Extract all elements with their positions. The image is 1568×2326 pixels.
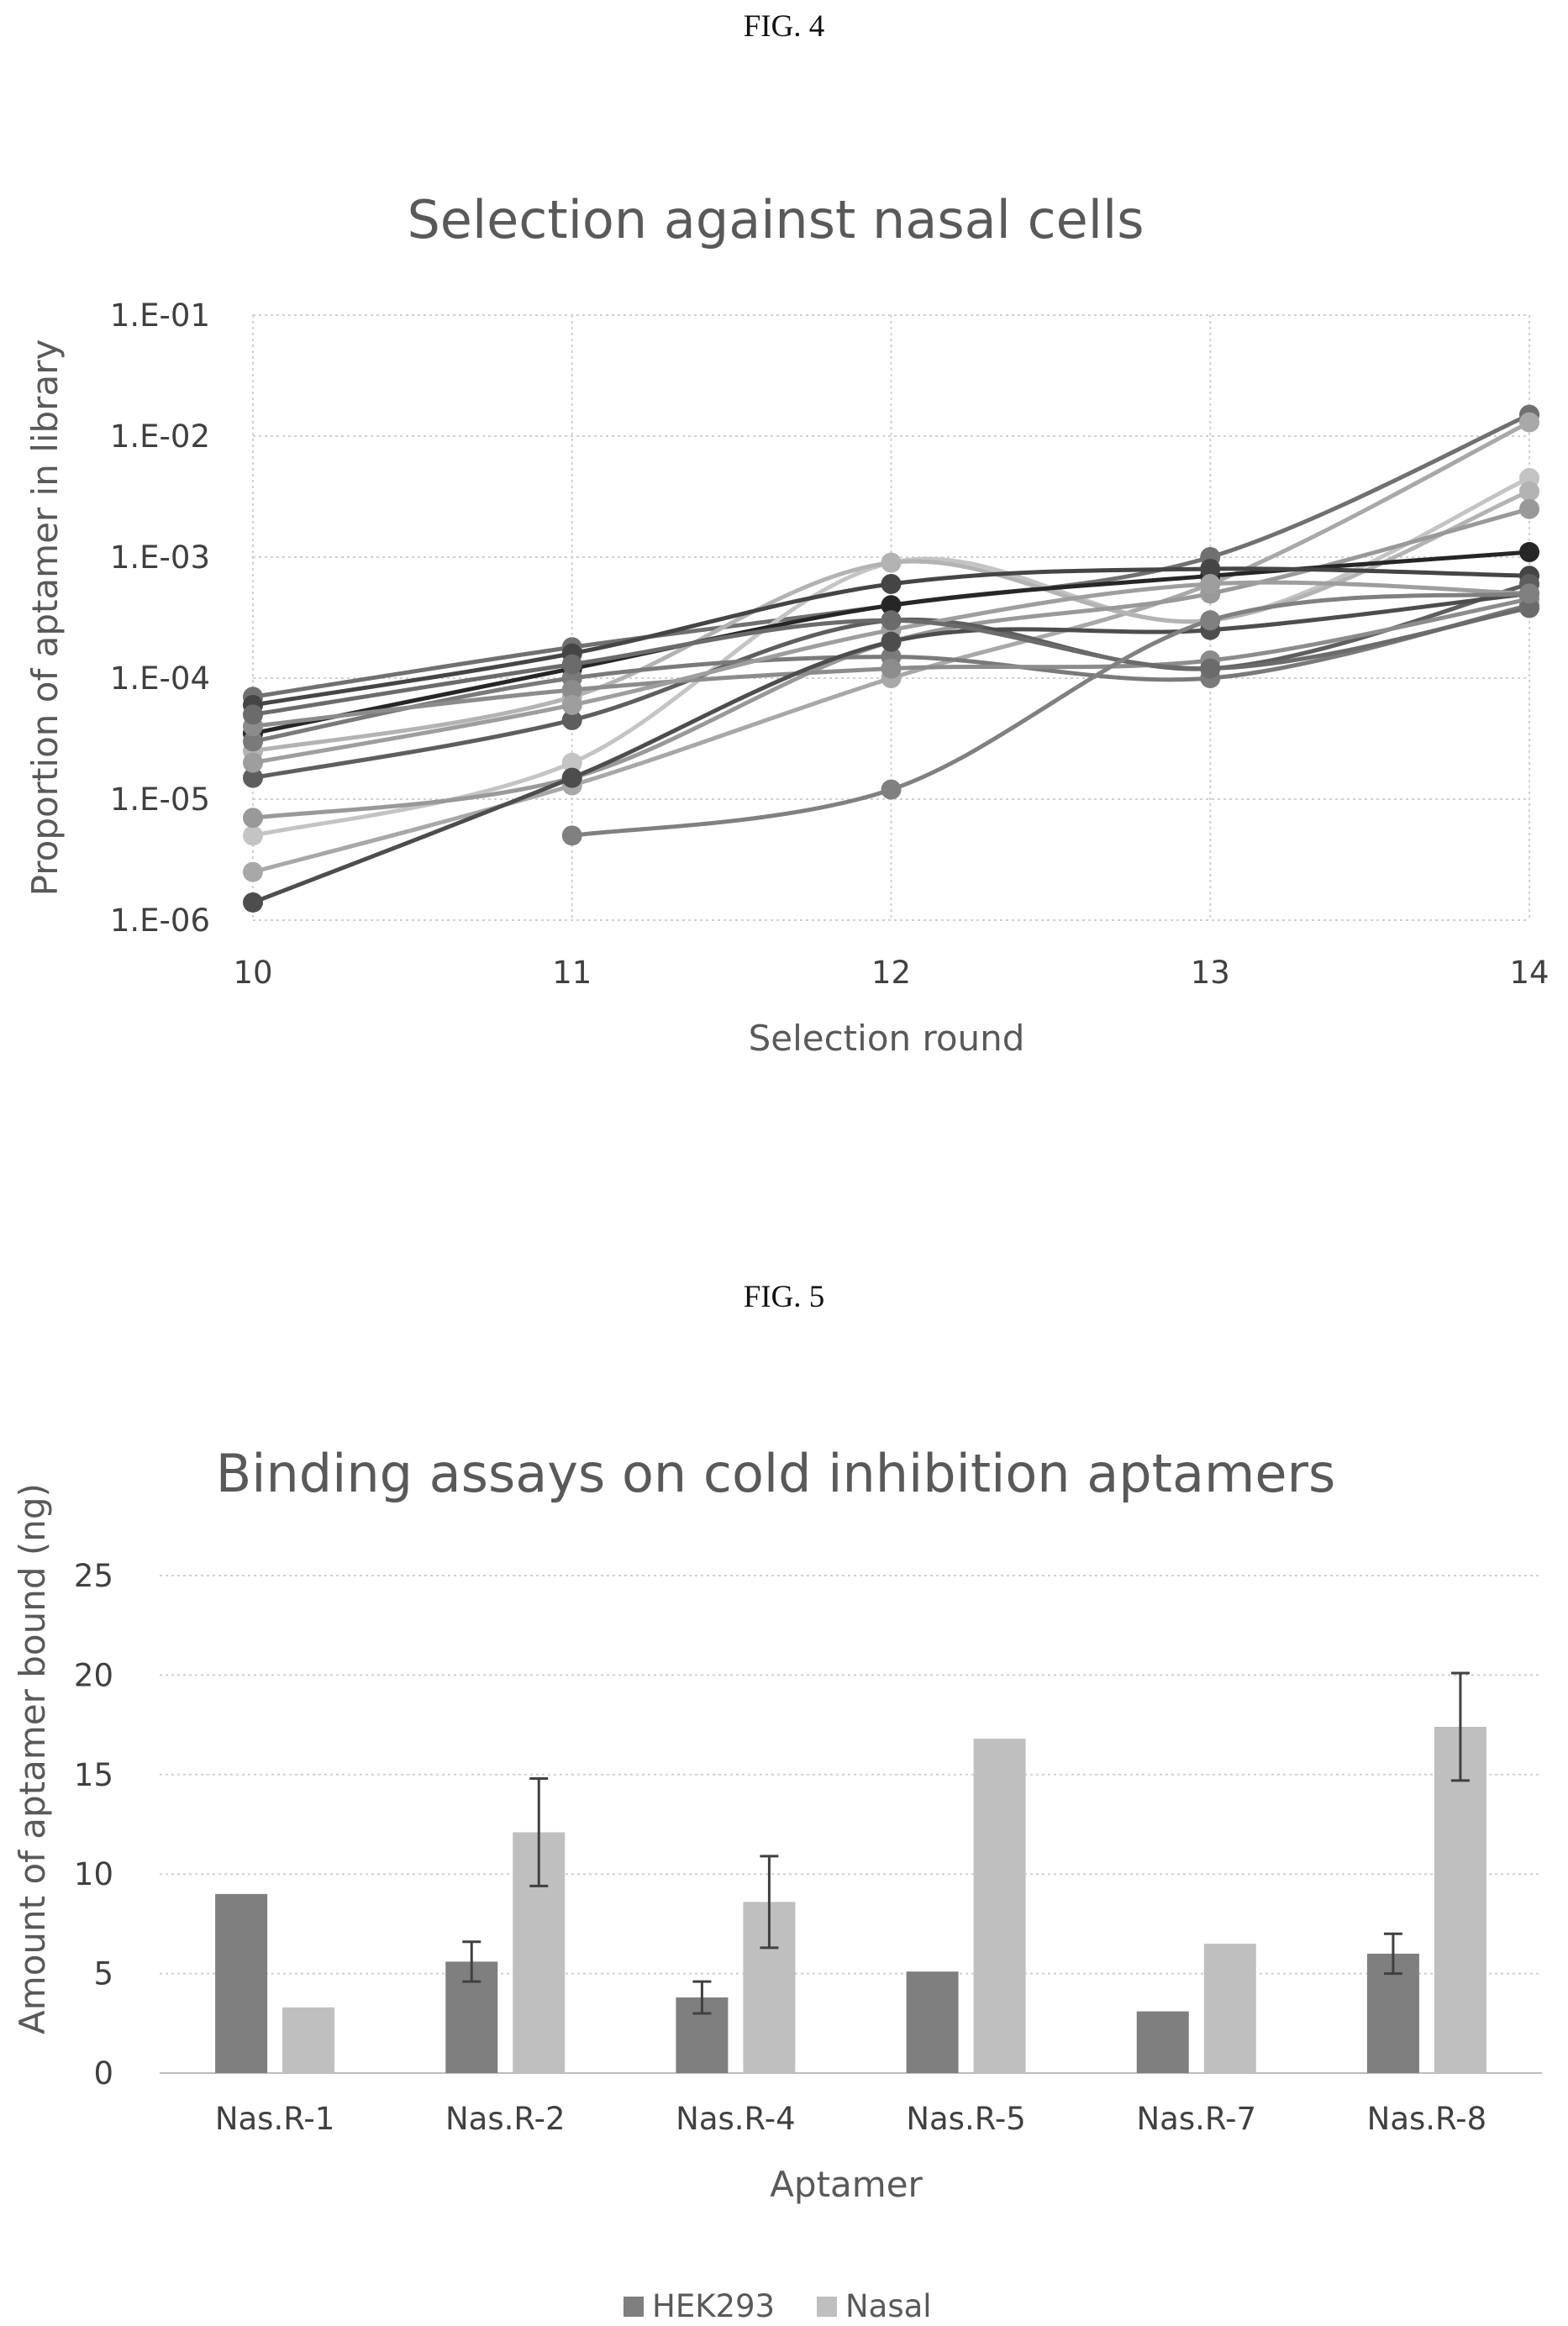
y-tick-label: 25 xyxy=(74,1558,113,1594)
data-point xyxy=(243,892,263,913)
data-point xyxy=(1200,610,1221,631)
x-axis-label: Aptamer xyxy=(770,2164,923,2205)
data-point xyxy=(1519,583,1539,604)
x-tick-label: Nas.R-8 xyxy=(1367,2101,1487,2137)
x-tick-label: 14 xyxy=(1509,955,1549,991)
legend-label: Nasal xyxy=(845,2288,932,2324)
x-tick-labels: Nas.R-1 Nas.R-2 Nas.R-4 Nas.R-5 Nas.R-7 Nas.R… xyxy=(215,2101,1486,2137)
bar-nasal xyxy=(282,2007,335,2073)
legend-item-nasal: Nasal xyxy=(817,2288,932,2324)
x-tick-labels: 10 11 12 13 14 xyxy=(233,955,1549,991)
x-tick-label: 11 xyxy=(552,955,592,991)
data-point xyxy=(561,679,582,700)
y-tick-label: 1.E-05 xyxy=(110,781,210,818)
y-tick-label: 5 xyxy=(93,1956,113,1992)
data-point xyxy=(881,658,902,679)
data-point xyxy=(561,767,582,788)
series-line xyxy=(571,591,1530,838)
error-bar xyxy=(1383,1932,1402,1976)
x-tick-label: Nas.R-2 xyxy=(445,2101,566,2137)
y-tick-label: 10 xyxy=(74,1856,113,1892)
series-13 xyxy=(243,597,1539,725)
data-point xyxy=(243,767,263,788)
legend-label: HEK293 xyxy=(652,2288,775,2324)
data-point xyxy=(243,704,263,725)
x-axis-label: Selection round xyxy=(749,1018,1025,1059)
error-bar xyxy=(529,1777,549,1887)
data-point xyxy=(561,694,582,715)
data-point xyxy=(881,595,902,616)
y-tick-label: 1.E-01 xyxy=(110,297,210,334)
fig4-label: FIG. 4 xyxy=(743,9,825,44)
data-point xyxy=(243,731,263,752)
data-point xyxy=(243,861,263,882)
data-point xyxy=(1519,481,1539,502)
y-tick-label: 1.E-03 xyxy=(110,539,210,576)
legend-swatch xyxy=(817,2297,837,2317)
data-point xyxy=(881,610,902,631)
x-tick-label: Nas.R-5 xyxy=(906,2101,1026,2137)
data-point xyxy=(1519,412,1539,433)
y-tick-labels: 0 5 10 15 20 25 xyxy=(74,1558,113,2092)
x-tick-label: Nas.R-7 xyxy=(1137,2101,1257,2137)
data-point xyxy=(881,573,902,594)
data-point xyxy=(243,752,263,773)
data-point xyxy=(1200,573,1221,594)
chart-title: Selection against nasal cells xyxy=(407,189,1144,250)
y-tick-label: 1.E-04 xyxy=(110,660,210,697)
data-point xyxy=(1200,658,1221,679)
line-chart: Selection against nasal cells 1.E-061.E-… xyxy=(24,189,1550,1059)
bar-nasal xyxy=(973,1739,1026,2073)
data-point xyxy=(1200,558,1221,579)
data-point xyxy=(561,825,582,846)
grid xyxy=(160,1575,1542,2074)
bar-hek293 xyxy=(1136,2011,1189,2073)
x-tick-label: Nas.R-1 xyxy=(215,2101,335,2137)
y-axis-label: Proportion of aptamer in library xyxy=(24,339,66,897)
y-tick-label: 1.E-06 xyxy=(110,903,210,939)
error-bar xyxy=(1450,1671,1470,1782)
bars-layer xyxy=(215,1671,1486,2073)
x-tick-label: 13 xyxy=(1191,955,1230,991)
data-point xyxy=(1519,597,1539,618)
data-point xyxy=(1519,498,1539,519)
chart-title: Binding assays on cold inhibition aptame… xyxy=(216,1443,1336,1504)
bar-hek293 xyxy=(215,1893,268,2073)
data-point xyxy=(561,752,582,773)
bar-nasal xyxy=(1203,1944,1256,2073)
data-point xyxy=(561,709,582,730)
legend-item-hek293: HEK293 xyxy=(624,2288,775,2324)
data-point xyxy=(561,654,582,675)
data-point xyxy=(881,779,902,800)
y-tick-label: 0 xyxy=(93,2055,113,2092)
y-tick-label: 1.E-02 xyxy=(110,418,210,455)
bar-chart: Binding assays on cold inhibition aptame… xyxy=(12,1443,1542,2324)
fig5-label: FIG. 5 xyxy=(743,1280,825,1314)
series-layer xyxy=(243,404,1539,913)
bar-hek293 xyxy=(906,1971,959,2073)
error-bar xyxy=(760,1855,779,1950)
x-tick-label: 10 xyxy=(233,955,272,991)
data-point xyxy=(881,552,902,573)
data-point xyxy=(1519,542,1539,563)
bar-nasal xyxy=(1434,1726,1486,2073)
series-14 xyxy=(561,583,1539,846)
y-axis-label: Amount of aptamer bound (ng) xyxy=(12,1483,53,2034)
error-bar xyxy=(692,1980,712,2015)
error-bar xyxy=(462,1940,481,1983)
y-tick-labels: 1.E-06 1.E-05 1.E-04 1.E-03 1.E-02 1.E-01 xyxy=(110,297,210,939)
y-tick-label: 15 xyxy=(74,1757,113,1793)
x-tick-label: 12 xyxy=(871,955,911,991)
data-point xyxy=(881,631,902,652)
legend-swatch xyxy=(624,2297,644,2317)
data-point xyxy=(243,808,263,829)
legend: HEK293 Nasal xyxy=(624,2288,932,2324)
x-tick-label: Nas.R-4 xyxy=(676,2101,796,2137)
data-point xyxy=(243,825,263,846)
y-tick-label: 20 xyxy=(74,1657,113,1693)
